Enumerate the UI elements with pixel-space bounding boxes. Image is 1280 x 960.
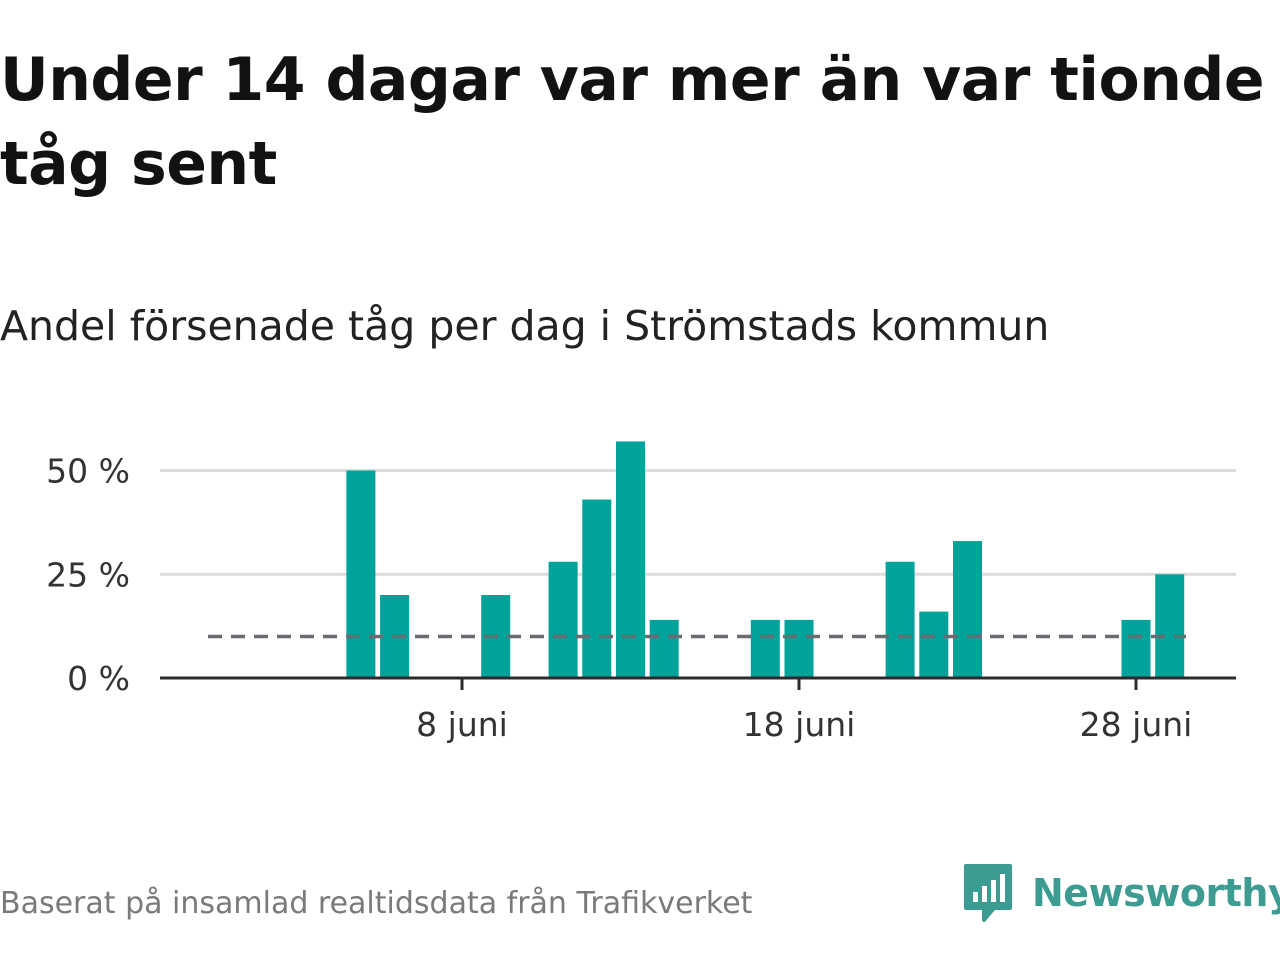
bar[interactable]: 28 juni: 14 % bbox=[1121, 619, 1151, 678]
bar[interactable]: 22 juni: 16 % bbox=[919, 611, 949, 678]
y-tick-label: 50 % bbox=[46, 452, 130, 491]
x-tick-label: 18 juni bbox=[743, 705, 856, 744]
brand-logo[interactable]: Newsworthy bbox=[962, 862, 1280, 924]
bar[interactable]: 18 juni: 14 % bbox=[784, 619, 814, 678]
chart-subtitle: Andel försenade tåg per dag i Strömstads… bbox=[0, 302, 1050, 350]
bar[interactable]: 14 juni: 14 % bbox=[649, 619, 679, 678]
bar[interactable]: 11 juni: 28 % bbox=[548, 561, 578, 678]
y-tick-label: 25 % bbox=[46, 555, 130, 594]
bar[interactable]: 12 juni: 43 % bbox=[582, 499, 612, 678]
page-title: Under 14 dagar var mer än var tionde tåg… bbox=[0, 45, 1265, 199]
y-axis-ticks: 0 % 25 % 50 % bbox=[46, 452, 130, 699]
bar[interactable]: 23 juni: 33 % bbox=[953, 541, 982, 678]
x-tick-label: 28 juni bbox=[1080, 705, 1193, 744]
x-axis-ticks: 8 juni 18 juni 28 juni bbox=[416, 678, 1192, 744]
newsworthy-logo-icon bbox=[964, 864, 1012, 922]
y-tick-label: 0 % bbox=[67, 659, 130, 698]
brand-name: Newsworthy bbox=[1032, 871, 1280, 915]
source-note: Baserat på insamlad realtidsdata från Tr… bbox=[0, 886, 753, 921]
bar[interactable]: 29 juni: 25 % bbox=[1155, 574, 1185, 678]
bar-chart: 0 % 25 % 50 % 5 juni: 50 %6 juni: 20 %9 ju… bbox=[46, 441, 1236, 744]
bar[interactable]: 21 juni: 28 % bbox=[885, 561, 915, 678]
x-tick-label: 8 juni bbox=[416, 705, 508, 744]
bar[interactable]: 5 juni: 50 % bbox=[346, 470, 376, 679]
bar[interactable]: 17 juni: 14 % bbox=[750, 619, 780, 678]
bar[interactable]: 13 juni: 57 % bbox=[616, 441, 645, 678]
grid-lines bbox=[160, 469, 1236, 576]
bars: 5 juni: 50 %6 juni: 20 %9 juni: 20 %11 j… bbox=[346, 441, 1185, 679]
